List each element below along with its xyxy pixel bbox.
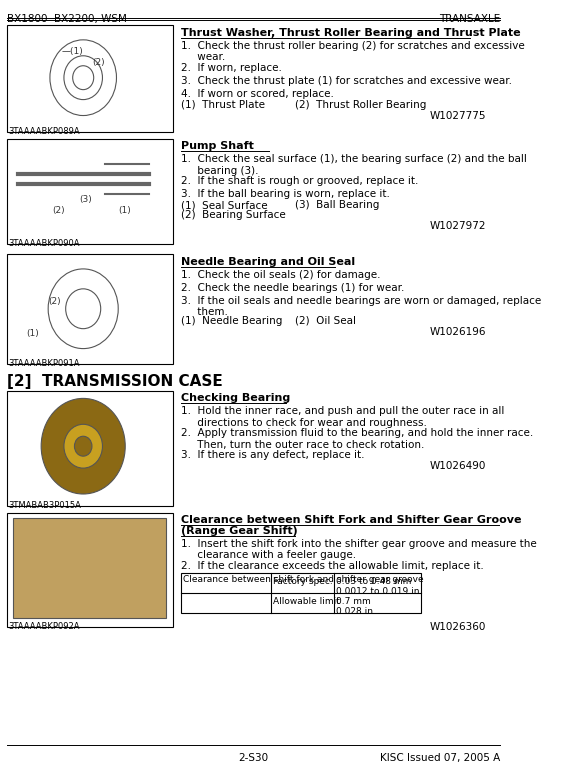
Text: Pump Shaft: Pump Shaft	[181, 142, 254, 151]
Text: 2.  Check the needle bearings (1) for wear.: 2. Check the needle bearings (1) for wea…	[181, 283, 405, 293]
Text: W1027972: W1027972	[430, 221, 486, 231]
Text: W1027775: W1027775	[430, 111, 486, 121]
Text: 1.  Check the oil seals (2) for damage.: 1. Check the oil seals (2) for damage.	[181, 270, 381, 280]
Text: (1)  Needle Bearing: (1) Needle Bearing	[181, 316, 283, 326]
Text: (3)  Ball Bearing: (3) Ball Bearing	[295, 200, 379, 210]
Text: (1)  Seal Surface: (1) Seal Surface	[181, 200, 268, 210]
Text: 2.  If the shaft is rough or grooved, replace it.: 2. If the shaft is rough or grooved, rep…	[181, 176, 419, 187]
Text: Thrust Washer, Thrust Roller Bearing and Thrust Plate: Thrust Washer, Thrust Roller Bearing and…	[181, 28, 521, 38]
Bar	[7, 139, 173, 244]
Text: 3.  Check the thrust plate (1) for scratches and excessive wear.: 3. Check the thrust plate (1) for scratc…	[181, 76, 512, 86]
Text: [2]  TRANSMISSION CASE: [2] TRANSMISSION CASE	[7, 375, 223, 389]
Text: 3TMABAB3P015A: 3TMABAB3P015A	[9, 501, 82, 510]
Bar	[13, 518, 166, 617]
Text: Checking Bearing: Checking Bearing	[181, 393, 291, 403]
Text: (1): (1)	[26, 329, 39, 337]
Text: W1026196: W1026196	[430, 327, 486, 337]
Text: (Range Gear Shift): (Range Gear Shift)	[181, 526, 298, 536]
Text: —(1): —(1)	[61, 47, 83, 56]
Text: (3): (3)	[79, 195, 91, 204]
Text: (2): (2)	[92, 58, 105, 67]
Text: 3TAAAABKP090A: 3TAAAABKP090A	[9, 239, 80, 248]
Text: (2): (2)	[48, 297, 61, 306]
Text: 2.  If worn, replace.: 2. If worn, replace.	[181, 63, 282, 73]
Text: (1): (1)	[118, 207, 131, 215]
Circle shape	[41, 399, 125, 494]
Text: Clearance between shift fork and shifter gear groove: Clearance between shift fork and shifter…	[183, 575, 424, 584]
Text: (1)  Thrust Plate: (1) Thrust Plate	[181, 99, 265, 109]
Text: 3TAAAABKP089A: 3TAAAABKP089A	[9, 128, 80, 136]
Text: W1026490: W1026490	[430, 461, 486, 471]
Text: KISC Issued 07, 2005 A: KISC Issued 07, 2005 A	[380, 753, 500, 763]
Bar	[7, 25, 173, 132]
Text: 2.  Apply transmission fluid to the bearing, and hold the inner race.
     Then,: 2. Apply transmission fluid to the beari…	[181, 428, 533, 450]
Text: (2)  Thrust Roller Bearing: (2) Thrust Roller Bearing	[295, 99, 427, 109]
Text: Allowable limit: Allowable limit	[273, 597, 340, 606]
Text: Needle Bearing and Oil Seal: Needle Bearing and Oil Seal	[181, 257, 356, 267]
Text: 1.  Check the seal surface (1), the bearing surface (2) and the ball
     bearin: 1. Check the seal surface (1), the beari…	[181, 155, 527, 176]
Text: 2-S30: 2-S30	[238, 753, 268, 763]
Bar	[7, 392, 173, 506]
Text: Factory spec.: Factory spec.	[273, 577, 333, 586]
Text: BX1800  BX2200, WSM: BX1800 BX2200, WSM	[7, 14, 127, 24]
Text: 3.  If the oil seals and needle bearings are worn or damaged, replace
     them.: 3. If the oil seals and needle bearings …	[181, 296, 541, 317]
Bar	[181, 573, 422, 613]
Text: 3.  If the ball bearing is worn, replace it.: 3. If the ball bearing is worn, replace …	[181, 189, 390, 199]
Text: 1.  Insert the shift fork into the shifter gear groove and measure the
     clea: 1. Insert the shift fork into the shifte…	[181, 539, 537, 561]
Circle shape	[64, 425, 102, 468]
Text: 3TAAAABKP091A: 3TAAAABKP091A	[9, 359, 80, 367]
Bar	[7, 513, 173, 627]
Circle shape	[75, 436, 92, 456]
Text: (2)  Bearing Surface: (2) Bearing Surface	[181, 210, 286, 220]
Text: 0.03 to 0.48 mm
0.0012 to 0.019 in.: 0.03 to 0.48 mm 0.0012 to 0.019 in.	[336, 577, 423, 596]
Text: 3.  If there is any defect, replace it.: 3. If there is any defect, replace it.	[181, 450, 365, 461]
Text: 1.  Hold the inner race, and push and pull the outer race in all
     directions: 1. Hold the inner race, and push and pul…	[181, 406, 505, 428]
Text: 0.7 mm
0.028 in.: 0.7 mm 0.028 in.	[336, 597, 376, 616]
Text: 1.  Check the thrust roller bearing (2) for scratches and excessive
     wear.: 1. Check the thrust roller bearing (2) f…	[181, 41, 525, 63]
Text: 3TAAAABKP092A: 3TAAAABKP092A	[9, 623, 80, 631]
Bar	[7, 254, 173, 363]
Text: (2): (2)	[53, 207, 65, 215]
Text: TRANSAXLE: TRANSAXLE	[439, 14, 500, 24]
Text: 4.  If worn or scored, replace.: 4. If worn or scored, replace.	[181, 89, 334, 99]
Text: 2.  If the clearance exceeds the allowable limit, replace it.: 2. If the clearance exceeds the allowabl…	[181, 561, 484, 571]
Text: (2)  Oil Seal: (2) Oil Seal	[295, 316, 356, 326]
Text: W1026360: W1026360	[430, 623, 486, 633]
Text: Clearance between Shift Fork and Shifter Gear Groove: Clearance between Shift Fork and Shifter…	[181, 515, 522, 525]
